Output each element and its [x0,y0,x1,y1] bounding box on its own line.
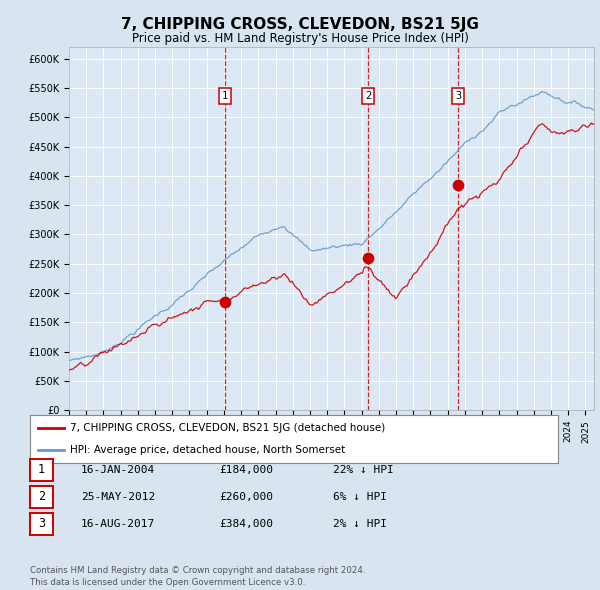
Text: 7, CHIPPING CROSS, CLEVEDON, BS21 5JG (detached house): 7, CHIPPING CROSS, CLEVEDON, BS21 5JG (d… [70,423,385,433]
Point [220,297,229,307]
Point [454,181,463,190]
Text: 2% ↓ HPI: 2% ↓ HPI [333,519,387,529]
Text: 25-MAY-2012: 25-MAY-2012 [81,492,155,502]
Point [364,253,373,263]
Text: £384,000: £384,000 [219,519,273,529]
Text: HPI: Average price, detached house, North Somerset: HPI: Average price, detached house, Nort… [70,445,345,455]
Text: £184,000: £184,000 [219,465,273,474]
Text: 3: 3 [455,91,461,101]
Text: 6% ↓ HPI: 6% ↓ HPI [333,492,387,502]
Text: 2: 2 [365,91,371,101]
Text: 1: 1 [38,463,45,476]
Text: 2: 2 [38,490,45,503]
Text: 1: 1 [221,91,228,101]
Text: 3: 3 [38,517,45,530]
Text: 16-AUG-2017: 16-AUG-2017 [81,519,155,529]
Text: Contains HM Land Registry data © Crown copyright and database right 2024.
This d: Contains HM Land Registry data © Crown c… [30,566,365,587]
Text: £260,000: £260,000 [219,492,273,502]
Text: 16-JAN-2004: 16-JAN-2004 [81,465,155,474]
Text: Price paid vs. HM Land Registry's House Price Index (HPI): Price paid vs. HM Land Registry's House … [131,32,469,45]
Text: 7, CHIPPING CROSS, CLEVEDON, BS21 5JG: 7, CHIPPING CROSS, CLEVEDON, BS21 5JG [121,17,479,31]
Text: 22% ↓ HPI: 22% ↓ HPI [333,465,394,474]
